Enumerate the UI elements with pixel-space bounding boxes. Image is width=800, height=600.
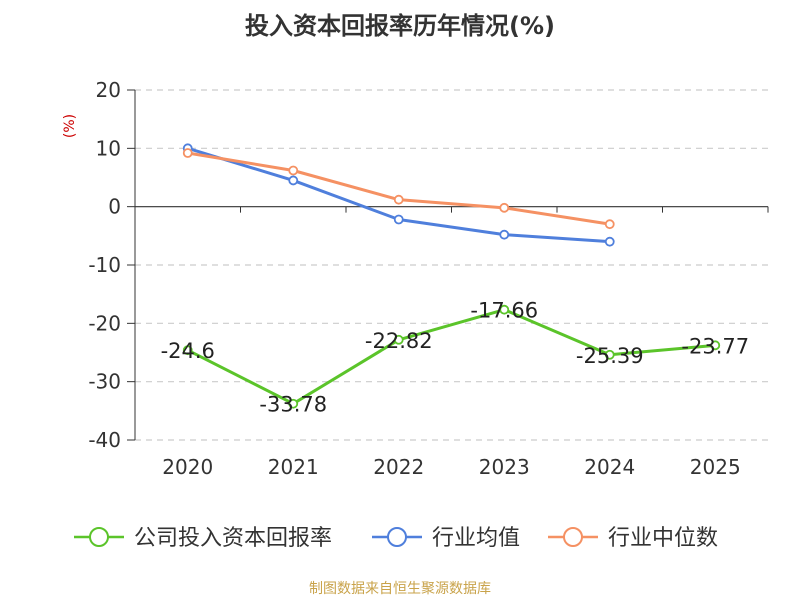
- legend[interactable]: 公司投入资本回报率 行业均值 行业中位数: [74, 526, 718, 551]
- grid-lines: [135, 89, 768, 441]
- x-tick-label: 2024: [584, 455, 635, 479]
- data-point: [710, 340, 721, 351]
- data-point: [393, 334, 404, 345]
- y-tick-label: 10: [96, 136, 121, 160]
- y-tick-label: -30: [88, 370, 121, 394]
- x-tick-label: 2023: [479, 455, 530, 479]
- data-point: [499, 304, 510, 315]
- data-point: [604, 236, 615, 247]
- legend-marker[interactable]: [387, 527, 407, 547]
- data-point: [393, 194, 404, 205]
- y-tick-label: -10: [88, 253, 121, 277]
- y-axis-label: (%): [62, 114, 78, 138]
- y-tick-label: -20: [88, 311, 121, 335]
- data-label: -33.78: [259, 393, 327, 417]
- y-tick-label: -40: [88, 428, 121, 452]
- data-point: [604, 349, 615, 360]
- data-label: -22.82: [365, 329, 433, 353]
- legend-label[interactable]: 行业均值: [432, 526, 520, 551]
- data-point: [288, 175, 299, 186]
- y-tick-label: 20: [96, 78, 121, 102]
- data-point: [182, 148, 193, 158]
- chart-title: 投入资本回报率历年情况(%): [245, 12, 555, 40]
- x-tick-label: 2021: [268, 455, 319, 479]
- series-lines: [182, 143, 721, 409]
- legend-label[interactable]: 公司投入资本回报率: [134, 526, 332, 551]
- data-labels: -24.6 -33.78 -22.82 -17.66 -25.39 -23.77: [161, 299, 750, 417]
- data-point: [499, 229, 510, 240]
- data-point: [288, 165, 299, 176]
- legend-label[interactable]: 行业中位数: [608, 526, 718, 551]
- data-point: [393, 214, 404, 225]
- x-tick-label: 2022: [373, 455, 424, 479]
- legend-marker[interactable]: [563, 527, 583, 547]
- data-point: [182, 345, 193, 356]
- source-note: 制图数据来自恒生聚源数据库: [309, 581, 491, 597]
- data-label: -24.6: [161, 339, 215, 363]
- series-line: [187, 308, 716, 406]
- data-point: [604, 219, 615, 230]
- x-tick-label: 2025: [690, 455, 741, 479]
- x-tick-label: 2020: [162, 455, 213, 479]
- data-label: -17.66: [470, 299, 538, 323]
- legend-marker[interactable]: [89, 527, 109, 547]
- series-line: [187, 151, 610, 226]
- data-point: [499, 202, 510, 213]
- data-point: [288, 398, 299, 409]
- data-label: -23.77: [681, 334, 749, 358]
- y-tick-label: 0: [108, 195, 121, 219]
- data-label: -25.39: [576, 344, 644, 368]
- axes: 20 10 0 -10 -20 -30 -40 2020 2021 2022 2023 2024 202…: [88, 78, 769, 479]
